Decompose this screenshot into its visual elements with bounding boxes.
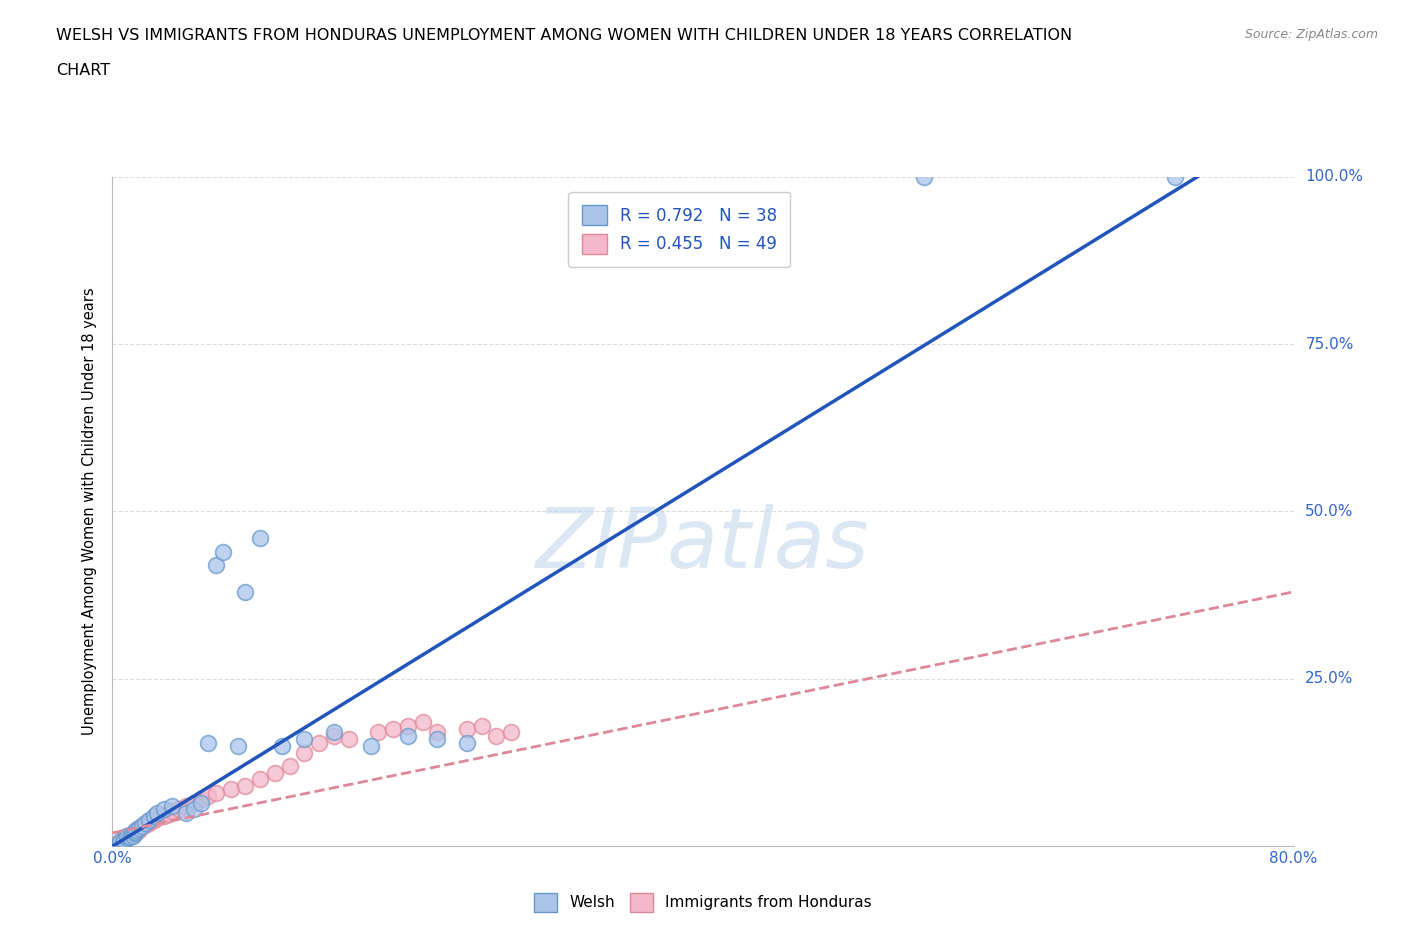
Point	[108, 833, 131, 848]
Point	[1164, 169, 1187, 184]
Point	[128, 822, 150, 837]
Point	[125, 822, 148, 837]
Point	[153, 809, 176, 824]
Point	[226, 738, 249, 753]
Point	[112, 832, 135, 847]
Point	[233, 778, 256, 793]
Point	[131, 818, 153, 833]
Point	[117, 830, 138, 845]
Point	[128, 820, 150, 835]
Point	[122, 828, 145, 843]
Point	[249, 531, 271, 546]
Point	[205, 785, 228, 800]
Point	[108, 835, 131, 850]
Point	[160, 804, 183, 819]
Point	[337, 732, 360, 747]
Point	[160, 799, 183, 814]
Point	[323, 725, 346, 740]
Text: Source: ZipAtlas.com: Source: ZipAtlas.com	[1244, 28, 1378, 41]
Point	[138, 814, 160, 829]
Point	[249, 772, 271, 787]
Point	[456, 735, 478, 750]
Point	[205, 558, 228, 573]
Point	[124, 824, 146, 839]
Point	[124, 824, 146, 839]
Point	[117, 829, 138, 844]
Point	[396, 718, 419, 733]
Point	[174, 805, 197, 820]
Point	[142, 812, 165, 827]
Point	[190, 795, 212, 810]
Point	[111, 835, 134, 850]
Text: ZIPatlas: ZIPatlas	[536, 504, 870, 586]
Point	[233, 584, 256, 599]
Point	[124, 826, 146, 841]
Legend: Welsh, Immigrants from Honduras: Welsh, Immigrants from Honduras	[529, 887, 877, 918]
Point	[138, 812, 160, 827]
Point	[117, 829, 138, 844]
Point	[120, 830, 142, 844]
Point	[278, 759, 301, 774]
Point	[117, 830, 138, 845]
Point	[125, 822, 148, 837]
Point	[914, 169, 936, 184]
Text: 25.0%: 25.0%	[1305, 671, 1354, 686]
Point	[264, 765, 287, 780]
Point	[134, 817, 156, 832]
Point	[360, 738, 382, 753]
Point	[197, 789, 219, 804]
Text: CHART: CHART	[56, 63, 110, 78]
Legend: R = 0.792   N = 38, R = 0.455   N = 49: R = 0.792 N = 38, R = 0.455 N = 49	[568, 192, 790, 268]
Point	[122, 827, 145, 842]
Point	[138, 816, 160, 830]
Point	[124, 826, 146, 841]
Point	[142, 809, 165, 824]
Point	[382, 722, 405, 737]
Point	[426, 725, 449, 740]
Point	[120, 828, 142, 843]
Point	[470, 718, 494, 733]
Point	[396, 728, 419, 743]
Point	[197, 735, 219, 750]
Point	[112, 830, 135, 845]
Point	[157, 806, 180, 821]
Point	[121, 827, 143, 842]
Point	[146, 811, 169, 826]
Point	[271, 738, 294, 753]
Point	[131, 818, 153, 833]
Point	[411, 715, 433, 730]
Point	[174, 799, 197, 814]
Point	[111, 833, 134, 848]
Point	[426, 732, 449, 747]
Point	[212, 544, 235, 559]
Point	[367, 725, 389, 740]
Point	[112, 832, 135, 847]
Point	[292, 732, 315, 747]
Text: 50.0%: 50.0%	[1305, 504, 1354, 519]
Point	[121, 827, 143, 842]
Point	[219, 782, 242, 797]
Point	[183, 802, 205, 817]
Point	[108, 835, 131, 850]
Text: 75.0%: 75.0%	[1305, 337, 1354, 352]
Point	[323, 728, 346, 743]
Point	[183, 795, 205, 810]
Point	[308, 735, 330, 750]
Point	[108, 834, 131, 849]
Point	[292, 745, 315, 760]
Point	[501, 725, 523, 740]
Point	[128, 820, 150, 835]
Text: 100.0%: 100.0%	[1305, 169, 1364, 184]
Point	[153, 802, 176, 817]
Point	[485, 728, 508, 743]
Point	[456, 722, 478, 737]
Point	[167, 802, 190, 817]
Point	[146, 805, 169, 820]
Point	[105, 837, 128, 852]
Y-axis label: Unemployment Among Women with Children Under 18 years: Unemployment Among Women with Children U…	[82, 287, 97, 736]
Point	[134, 816, 156, 830]
Text: WELSH VS IMMIGRANTS FROM HONDURAS UNEMPLOYMENT AMONG WOMEN WITH CHILDREN UNDER 1: WELSH VS IMMIGRANTS FROM HONDURAS UNEMPL…	[56, 28, 1073, 43]
Point	[190, 792, 212, 807]
